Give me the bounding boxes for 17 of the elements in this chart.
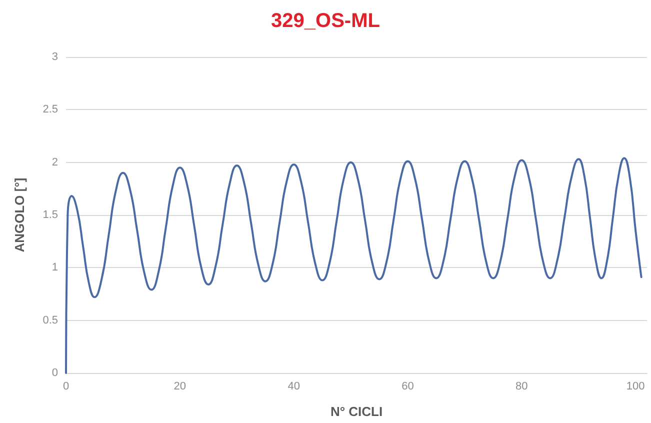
y-tick-label: 0.5 <box>42 314 58 326</box>
x-tick-label: 60 <box>402 380 414 392</box>
y-tick-label: 1 <box>52 262 58 274</box>
y-tick-label: 3 <box>52 51 58 63</box>
y-axis-title: ANGOLO [°] <box>12 178 27 252</box>
x-axis-title: N° CICLI <box>330 404 383 419</box>
x-tick-label: 100 <box>626 380 645 392</box>
y-tick-label: 0 <box>52 367 58 379</box>
x-tick-label: 40 <box>288 380 300 392</box>
chart-title: 329_OS-ML <box>271 10 380 32</box>
x-tick-label: 20 <box>174 380 186 392</box>
x-tick-label: 80 <box>516 380 528 392</box>
y-tick-label: 2 <box>52 156 58 168</box>
y-tick-label: 2.5 <box>42 104 58 116</box>
x-tick-label: 0 <box>62 380 70 392</box>
y-tick-label: 1.5 <box>42 209 58 221</box>
line-series <box>65 157 642 374</box>
